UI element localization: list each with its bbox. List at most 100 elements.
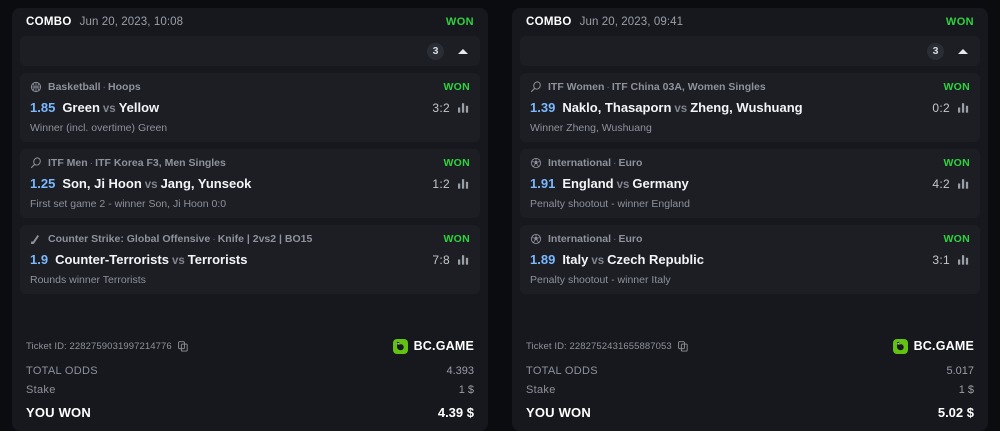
slip-header: COMBO Jun 20, 2023, 10:08 WON (20, 8, 480, 36)
stake-label: Stake (526, 383, 556, 396)
brand-logo: BC.GAME (392, 338, 474, 354)
selection-league: ITF Men · ITF Korea F3, Men Singles (48, 157, 226, 169)
selection-teams: England vs Germany (562, 176, 689, 191)
chevron-up-icon[interactable] (958, 48, 968, 54)
selection-odds: 1.9 (30, 252, 49, 267)
selection-league: ITF Women · ITF China 03A, Women Singles (548, 81, 766, 93)
bcgame-mark-icon (892, 338, 908, 354)
stake-value: 1 $ (958, 383, 974, 396)
copy-icon[interactable] (177, 340, 188, 352)
slip-header: COMBO Jun 20, 2023, 09:41 WON (520, 8, 980, 36)
slip-collapse-bar[interactable]: 3 (20, 36, 480, 66)
total-odds-value: 4.393 (446, 364, 474, 377)
slip-type-label: COMBO (26, 16, 72, 28)
bar-chart-icon[interactable] (458, 178, 470, 189)
selection-row[interactable]: ITF Women · ITF China 03A, Women Singles W… (520, 73, 980, 142)
selection-status: WON (943, 233, 970, 245)
selection-market: Winner Zheng, Wushuang (530, 122, 652, 134)
selection-league: International · Euro (548, 233, 643, 245)
selection-count-badge: 3 (427, 42, 444, 60)
bar-chart-icon[interactable] (458, 102, 470, 113)
selection-market: Penalty shootout - winner Italy (530, 274, 671, 286)
tennis-icon (530, 81, 541, 93)
basketball-icon (30, 81, 42, 93)
ticket-id: Ticket ID: 2282752431655887053 (526, 340, 672, 352)
bar-chart-icon[interactable] (458, 254, 470, 265)
selection-status: WON (443, 81, 470, 93)
total-odds-label: TOTAL ODDS (526, 364, 598, 377)
selection-odds: 1.39 (530, 100, 556, 115)
bar-chart-icon[interactable] (958, 178, 970, 189)
selection-market: Winner (incl. overtime) Green (30, 122, 168, 134)
selection-league-row: Basketball · Hoops WON (30, 80, 470, 94)
you-won-row: YOU WON 4.39 $ (26, 401, 474, 423)
selection-score: 0:2 (932, 100, 950, 115)
selection-teams: Italy vs Czech Republic (562, 252, 704, 267)
total-odds-value: 5.017 (946, 364, 974, 377)
selection-row[interactable]: ITF Men · ITF Korea F3, Men Singles WON 1.… (20, 149, 480, 218)
chevron-up-icon[interactable] (458, 48, 468, 54)
brand-name: BC.GAME (413, 339, 474, 353)
selection-odds: 1.25 (30, 176, 56, 191)
selection-league: Basketball · Hoops (48, 81, 141, 93)
ticket-row: Ticket ID: 2282759031997214776 BC.GAME (26, 331, 474, 361)
selection-match-row: 1.85 Green vs Yellow 3:2 (30, 99, 470, 116)
selection-league: International · Euro (548, 157, 643, 169)
selection-row[interactable]: Basketball · Hoops WON 1.85 Green vs Yellow … (20, 73, 480, 142)
selection-league-row: International · Euro WON (530, 156, 970, 170)
ticket-id: Ticket ID: 2282759031997214776 (26, 340, 172, 352)
slip-collapse-bar[interactable]: 3 (520, 36, 980, 66)
bet-slip-card: COMBO Jun 20, 2023, 09:41 WON 3 ITF Wom (512, 8, 988, 431)
football-icon (530, 157, 542, 169)
selection-status: WON (443, 233, 470, 245)
copy-icon[interactable] (677, 340, 688, 352)
selection-row[interactable]: Counter Strike: Global Offensive · Knife |… (20, 225, 480, 294)
selection-league: Counter Strike: Global Offensive · Knife |… (48, 233, 313, 245)
selection-odds: 1.89 (530, 252, 556, 267)
football-icon (530, 233, 542, 245)
selection-odds: 1.85 (30, 100, 56, 115)
selection-match-row: 1.25 Son, Ji Hoon vs Jang, Yunseok 1:2 (30, 175, 470, 192)
tennis-icon (30, 157, 41, 169)
selection-match-row: 1.91 England vs Germany 4:2 (530, 175, 970, 192)
selection-status: WON (943, 81, 970, 93)
bet-slip-2: COMBO Jun 20, 2023, 09:41 WON 3 ITF Wom (500, 0, 1000, 431)
brand-logo: BC.GAME (892, 338, 974, 354)
selections-list: ITF Women · ITF China 03A, Women Singles W… (520, 73, 980, 294)
selection-league-row: ITF Men · ITF Korea F3, Men Singles WON (30, 156, 470, 170)
selection-match-row: 1.39 Naklo, Thasaporn vs Zheng, Wushuang 0… (530, 99, 970, 116)
slip-date: Jun 20, 2023, 10:08 (79, 16, 184, 28)
selection-score: 3:1 (932, 252, 950, 267)
stake-row: Stake 1 $ (26, 380, 474, 399)
esports-icon (31, 235, 39, 244)
selection-count-badge: 3 (927, 42, 944, 60)
total-odds-row: TOTAL ODDS 5.017 (526, 361, 974, 380)
total-odds-label: TOTAL ODDS (26, 364, 98, 377)
you-won-row: YOU WON 5.02 $ (526, 401, 974, 423)
selection-match-row: 1.9 Counter-Terrorists vs Terrorists 7:8 (30, 251, 470, 268)
selection-score: 4:2 (932, 176, 950, 191)
ticket-row: Ticket ID: 2282752431655887053 BC.GAME (526, 331, 974, 361)
selection-row[interactable]: International · Euro WON 1.91 England vs Ger… (520, 149, 980, 218)
selection-score: 1:2 (432, 176, 450, 191)
stake-label: Stake (26, 383, 56, 396)
stake-row: Stake 1 $ (526, 380, 974, 399)
bar-chart-icon[interactable] (958, 102, 970, 113)
you-won-value: 5.02 $ (937, 404, 974, 420)
bet-slip-1: COMBO Jun 20, 2023, 10:08 WON 3 (12, 8, 488, 431)
selection-match-row: 1.89 Italy vs Czech Republic 3:1 (530, 251, 970, 268)
brand-name: BC.GAME (913, 339, 974, 353)
selection-status: WON (943, 157, 970, 169)
selection-market: Penalty shootout - winner England (530, 198, 690, 210)
slip-footer: Ticket ID: 2282752431655887053 BC.GAME (520, 331, 980, 431)
total-odds-row: TOTAL ODDS 4.393 (26, 361, 474, 380)
slip-type-label: COMBO (526, 16, 572, 28)
selection-odds: 1.91 (530, 176, 556, 191)
selection-row[interactable]: International · Euro WON 1.89 Italy vs Czech… (520, 225, 980, 294)
bar-chart-icon[interactable] (958, 254, 970, 265)
you-won-label: YOU WON (526, 404, 591, 420)
you-won-value: 4.39 $ (437, 404, 474, 420)
selection-score: 3:2 (432, 100, 450, 115)
selection-league-row: International · Euro WON (530, 232, 970, 246)
